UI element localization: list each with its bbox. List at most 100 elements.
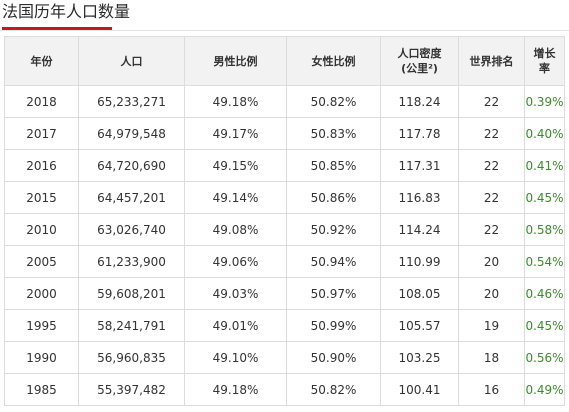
header-world-rank: 世界排名 xyxy=(458,36,525,86)
cell-female-ratio: 50.94% xyxy=(286,245,381,278)
cell-male-ratio: 49.03% xyxy=(184,277,287,310)
table-row: 1995 58,241,791 49.01% 50.99% 105.57 19 0.45% xyxy=(4,309,565,342)
table-row: 2015 64,457,201 49.14% 50.86% 116.83 22 0.45% xyxy=(4,181,565,214)
cell-female-ratio: 50.86% xyxy=(286,181,381,214)
cell-density: 105.57 xyxy=(380,309,459,342)
cell-year: 1985 xyxy=(4,373,79,406)
table-row: 2017 64,979,548 49.17% 50.83% 117.78 22 0.40% xyxy=(4,117,565,150)
cell-population: 55,397,482 xyxy=(78,373,185,406)
cell-growth-rate: 0.40% xyxy=(524,117,565,150)
cell-growth-rate: 0.45% xyxy=(524,181,565,214)
cell-year: 2017 xyxy=(4,117,79,150)
table-row: 2018 65,233,271 49.18% 50.82% 118.24 22 0.39% xyxy=(4,85,565,118)
population-table: 年份 人口 男性比例 女性比例 人口密度 (公里²) 世界排名 增长率 2018 6… xyxy=(4,36,565,406)
cell-density: 117.31 xyxy=(380,149,459,182)
cell-world-rank: 19 xyxy=(458,309,525,342)
cell-male-ratio: 49.14% xyxy=(184,181,287,214)
cell-density: 110.99 xyxy=(380,245,459,278)
header-label: 女性比例 xyxy=(311,54,356,68)
cell-growth-rate: 0.54% xyxy=(524,245,565,278)
cell-density: 116.83 xyxy=(380,181,459,214)
cell-world-rank: 22 xyxy=(458,85,525,118)
table-header-row: 年份 人口 男性比例 女性比例 人口密度 (公里²) 世界排名 增长率 xyxy=(4,36,565,86)
cell-population: 58,241,791 xyxy=(78,309,185,342)
cell-world-rank: 18 xyxy=(458,341,525,374)
cell-population: 65,233,271 xyxy=(78,85,185,118)
table-row: 2005 61,233,900 49.06% 50.94% 110.99 20 0.54% xyxy=(4,245,565,278)
cell-world-rank: 20 xyxy=(458,277,525,310)
cell-male-ratio: 49.17% xyxy=(184,117,287,150)
header-male-ratio: 男性比例 xyxy=(184,36,287,86)
header-female-ratio: 女性比例 xyxy=(286,36,381,86)
table-row: 1985 55,397,482 49.18% 50.82% 100.41 16 0.49% xyxy=(4,373,565,406)
cell-female-ratio: 50.85% xyxy=(286,149,381,182)
cell-density: 114.24 xyxy=(380,213,459,246)
cell-world-rank: 22 xyxy=(458,213,525,246)
cell-year: 1995 xyxy=(4,309,79,342)
header-label: 增长 xyxy=(533,47,556,60)
cell-growth-rate: 0.58% xyxy=(524,213,565,246)
cell-male-ratio: 49.08% xyxy=(184,213,287,246)
header-label: 男性比例 xyxy=(213,54,258,68)
cell-year: 2016 xyxy=(4,149,79,182)
cell-population: 61,233,900 xyxy=(78,245,185,278)
cell-male-ratio: 49.10% xyxy=(184,341,287,374)
table-row: 1990 56,960,835 49.10% 50.90% 103.25 18 0.56% xyxy=(4,341,565,374)
cell-population: 64,979,548 xyxy=(78,117,185,150)
header-label: 年份 xyxy=(30,54,53,68)
cell-world-rank: 22 xyxy=(458,181,525,214)
cell-female-ratio: 50.82% xyxy=(286,85,381,118)
cell-male-ratio: 49.01% xyxy=(184,309,287,342)
cell-male-ratio: 49.06% xyxy=(184,245,287,278)
cell-population: 64,457,201 xyxy=(78,181,185,214)
cell-female-ratio: 50.82% xyxy=(286,373,381,406)
header-label-line2: 率 xyxy=(539,62,550,75)
cell-world-rank: 22 xyxy=(458,149,525,182)
cell-growth-rate: 0.46% xyxy=(524,277,565,310)
cell-male-ratio: 49.18% xyxy=(184,85,287,118)
cell-density: 118.24 xyxy=(380,85,459,118)
cell-female-ratio: 50.97% xyxy=(286,277,381,310)
cell-female-ratio: 50.92% xyxy=(286,213,381,246)
header-year: 年份 xyxy=(4,36,79,86)
header-population: 人口 xyxy=(78,36,185,86)
section-heading: 法国历年人口数量 xyxy=(0,0,569,31)
cell-male-ratio: 49.18% xyxy=(184,373,287,406)
cell-population: 59,608,201 xyxy=(78,277,185,310)
cell-year: 2000 xyxy=(4,277,79,310)
cell-density: 100.41 xyxy=(380,373,459,406)
cell-world-rank: 16 xyxy=(458,373,525,406)
cell-year: 2005 xyxy=(4,245,79,278)
cell-female-ratio: 50.83% xyxy=(286,117,381,150)
header-label-unit: (公里²) xyxy=(401,62,438,75)
cell-year: 2015 xyxy=(4,181,79,214)
header-growth-rate: 增长率 xyxy=(524,36,565,86)
cell-population: 56,960,835 xyxy=(78,341,185,374)
cell-growth-rate: 0.39% xyxy=(524,85,565,118)
cell-growth-rate: 0.41% xyxy=(524,149,565,182)
cell-world-rank: 20 xyxy=(458,245,525,278)
header-label: 人口 xyxy=(120,54,143,68)
cell-density: 108.05 xyxy=(380,277,459,310)
table-body: 2018 65,233,271 49.18% 50.82% 118.24 22 0.39% 2… xyxy=(4,85,565,406)
cell-density: 103.25 xyxy=(380,341,459,374)
table-row: 2016 64,720,690 49.15% 50.85% 117.31 22 0.41% xyxy=(4,149,565,182)
cell-year: 2018 xyxy=(4,85,79,118)
header-density: 人口密度 (公里²) xyxy=(380,36,459,86)
cell-population: 64,720,690 xyxy=(78,149,185,182)
title-accent-underline xyxy=(2,27,112,30)
cell-female-ratio: 50.90% xyxy=(286,341,381,374)
cell-female-ratio: 50.99% xyxy=(286,309,381,342)
cell-world-rank: 22 xyxy=(458,117,525,150)
page-title: 法国历年人口数量 xyxy=(2,2,131,21)
cell-male-ratio: 49.15% xyxy=(184,149,287,182)
header-label: 人口密度 xyxy=(397,47,442,60)
cell-year: 2010 xyxy=(4,213,79,246)
table-row: 2000 59,608,201 49.03% 50.97% 108.05 20 0.46% xyxy=(4,277,565,310)
cell-growth-rate: 0.49% xyxy=(524,373,565,406)
cell-growth-rate: 0.56% xyxy=(524,341,565,374)
cell-density: 117.78 xyxy=(380,117,459,150)
cell-year: 1990 xyxy=(4,341,79,374)
cell-growth-rate: 0.45% xyxy=(524,309,565,342)
